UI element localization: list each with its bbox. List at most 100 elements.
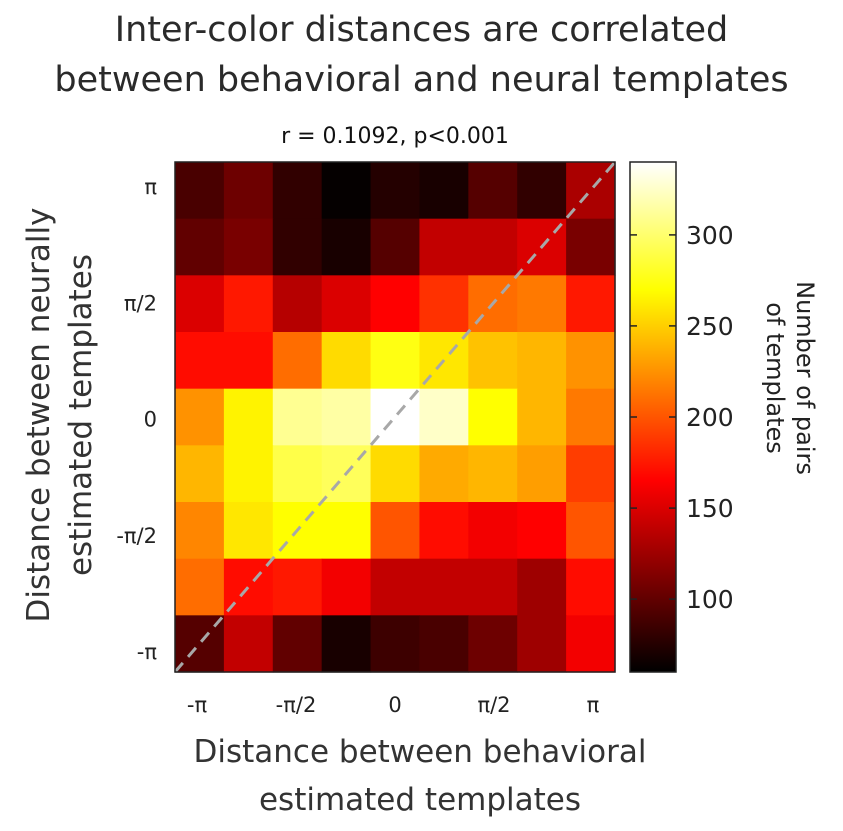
x-tick-label: 0: [388, 693, 401, 717]
heatmap-cell: [321, 162, 372, 220]
colorbar-label-line-2: of templates: [761, 302, 789, 454]
x-tick-label: π/2: [477, 693, 510, 717]
y-axis-label: Distance between neurally estimated temp…: [18, 135, 102, 695]
y-axis-label-line-2: estimated templates: [63, 253, 99, 577]
heatmap-cell: [321, 558, 372, 616]
heatmap-cell: [272, 445, 323, 503]
heatmap-cell: [175, 502, 225, 560]
heatmap-cell: [272, 162, 323, 220]
heatmap-cell: [419, 388, 469, 446]
chart-title-line-1: Inter-color distances are correlated: [114, 10, 729, 50]
heatmap-cell: [175, 218, 225, 276]
heatmap-cell: [419, 275, 469, 333]
heatmap-cell: [566, 445, 616, 503]
heatmap-cell: [419, 162, 469, 220]
heatmap-cell: [321, 502, 372, 560]
heatmap-cell: [517, 388, 567, 446]
heatmap-cell: [223, 275, 274, 333]
heatmap-cell: [223, 162, 274, 220]
heatmap-cell: [419, 502, 469, 560]
heatmap-cell: [468, 445, 518, 503]
heatmap-cell: [223, 218, 274, 276]
heatmap-cell: [517, 502, 567, 560]
heatmap-cell: [223, 388, 274, 446]
heatmap-cell: [370, 558, 421, 616]
heatmap-cell: [517, 445, 567, 503]
heatmap-cell: [468, 388, 518, 446]
heatmap-cell: [419, 615, 469, 673]
heatmap-cell: [223, 332, 274, 390]
heatmap-cell: [321, 388, 372, 446]
heatmap-cell: [566, 332, 616, 390]
y-tick-label: -π: [137, 640, 158, 664]
colorbar: [629, 161, 677, 673]
x-tick-label: π: [587, 693, 600, 717]
heatmap-cell: [175, 275, 225, 333]
heatmap-cell: [370, 275, 421, 333]
heatmap-cell: [370, 615, 421, 673]
diagonal-reference-line: [173, 161, 617, 673]
colorbar-ticks: 100 150 200 250 300: [630, 221, 734, 614]
chart-title-line-2: between behavioral and neural templates: [54, 60, 789, 100]
chart-subtitle: r = 0.1092, p<0.001: [281, 124, 509, 149]
x-tick-label: -π/2: [276, 693, 317, 717]
heatmap-cell: [175, 445, 225, 503]
heatmap-cell: [272, 615, 323, 673]
heatmap-cell: [370, 445, 421, 503]
heatmap-cell: [321, 332, 372, 390]
colorbar-tick-label: 150: [686, 494, 734, 523]
heatmap-cell: [566, 502, 616, 560]
heatmap-cell: [321, 615, 372, 673]
heatmap-cell: [223, 502, 274, 560]
heatmap-cell: [517, 558, 567, 616]
plot-border: [174, 161, 616, 673]
heatmap-cell: [175, 332, 225, 390]
y-axis-label-line-1: Distance between neurally: [21, 207, 57, 623]
colorbar-tick-label: 100: [686, 585, 734, 614]
heatmap-cell: [419, 445, 469, 503]
heatmap-cell: [419, 558, 469, 616]
colorbar-label-line-1: Number of pairs: [791, 281, 819, 475]
heatmap-cell: [370, 332, 421, 390]
heatmap-cell: [272, 275, 323, 333]
heatmap-cell: [468, 502, 518, 560]
x-axis-ticks: -π -π/2 0 π/2 π: [187, 693, 600, 717]
heatmap-cell: [517, 332, 567, 390]
heatmap-cell: [321, 218, 372, 276]
colorbar-tick-label: 250: [686, 312, 734, 341]
heatmap-cell: [175, 162, 225, 220]
y-tick-label: π/2: [124, 291, 157, 315]
heatmap-cell: [223, 445, 274, 503]
heatmap-cell: [223, 615, 274, 673]
x-axis-label-line-2: estimated templates: [258, 782, 582, 818]
heatmap-cell: [419, 218, 469, 276]
heatmap-cell: [468, 558, 518, 616]
heatmap-cell: [468, 162, 518, 220]
heatmap-cell: [370, 502, 421, 560]
colorbar-label: Number of pairs of templates: [760, 248, 820, 508]
y-tick-label: π: [144, 175, 157, 199]
heatmap-cell: [175, 388, 225, 446]
y-tick-label: 0: [144, 408, 157, 432]
heatmap-cell: [370, 162, 421, 220]
colorbar-tick-label: 200: [686, 403, 734, 432]
heatmap-cell: [272, 558, 323, 616]
x-tick-label: -π: [187, 693, 208, 717]
heatmap-cell: [566, 275, 616, 333]
heatmap-cell: [468, 615, 518, 673]
heatmap-cell: [272, 388, 323, 446]
heatmap-cell: [370, 218, 421, 276]
heatmap-cell: [517, 275, 567, 333]
y-tick-label: -π/2: [116, 524, 157, 548]
heatmap-cell: [566, 388, 616, 446]
heatmap-cell: [321, 275, 372, 333]
heatmap-cell: [517, 615, 567, 673]
heatmap-cell: [517, 162, 567, 220]
heatmap-cell: [566, 218, 616, 276]
heatmap-cell: [272, 218, 323, 276]
heatmap-cell: [272, 332, 323, 390]
heatmap-cell: [468, 332, 518, 390]
heatmap-cell: [468, 218, 518, 276]
